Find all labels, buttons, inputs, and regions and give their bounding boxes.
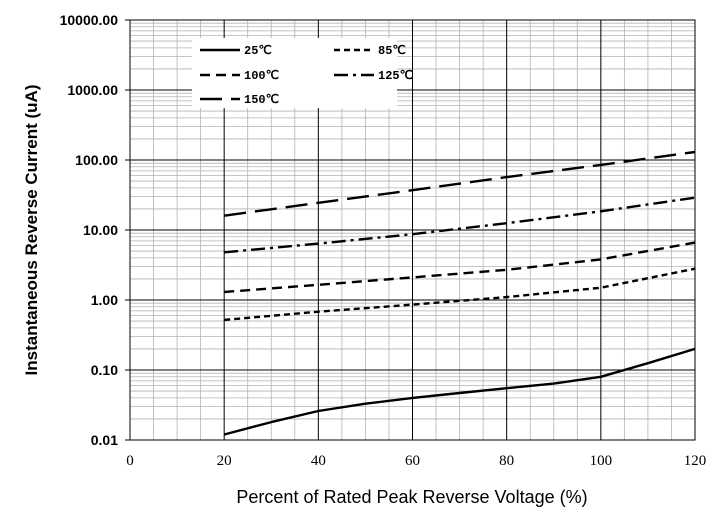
y-tick-label: 1000.00 xyxy=(67,82,118,98)
series-line-1 xyxy=(223,347,696,436)
legend-label: 25℃ xyxy=(244,44,272,58)
series-line-4 xyxy=(224,196,696,254)
x-tick-label: 0 xyxy=(126,453,134,469)
x-tick-label: 20 xyxy=(217,453,232,469)
legend-label: 125℃ xyxy=(378,69,413,83)
series-line-3 xyxy=(224,241,696,294)
series-line-2 xyxy=(224,267,696,322)
x-tick-label: 60 xyxy=(405,453,420,469)
x-tick-label: 100 xyxy=(590,453,613,469)
x-tick-label: 40 xyxy=(311,453,326,469)
y-tick-label: 0.01 xyxy=(91,432,118,448)
series-line-5 xyxy=(224,150,696,217)
x-axis-title: Percent of Rated Peak Reverse Voltage (%… xyxy=(236,487,587,507)
y-tick-label: 10000.00 xyxy=(60,12,119,28)
y-tick-label: 100.00 xyxy=(75,152,118,168)
legend-label: 85℃ xyxy=(378,44,406,58)
y-axis-ticks: 0.01 0.10 1.00 10.00 100.00 1000.00 10000.00 xyxy=(60,12,130,448)
legend: 25℃ 85℃ 100℃ 125℃ 150℃ xyxy=(192,38,413,108)
series-layer xyxy=(223,150,696,436)
y-tick-label: 0.10 xyxy=(91,362,118,378)
y-tick-label: 1.00 xyxy=(91,292,118,308)
legend-label: 150℃ xyxy=(244,93,279,107)
legend-label: 100℃ xyxy=(244,69,279,83)
legend-box xyxy=(192,38,397,108)
y-tick-label: 10.00 xyxy=(83,222,118,238)
x-tick-label: 120 xyxy=(684,453,707,469)
x-tick-label: 80 xyxy=(499,453,514,469)
y-axis-title: Instantaneous Reverse Current (uA) xyxy=(22,85,41,376)
x-axis-ticks: 0 20 40 60 80 100 120 xyxy=(126,453,706,469)
